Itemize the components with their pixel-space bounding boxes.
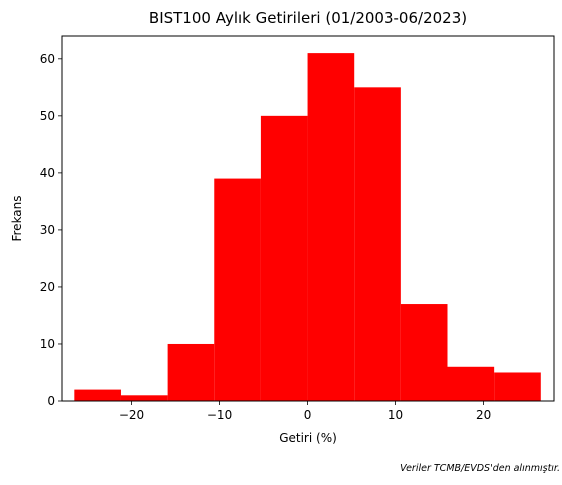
histogram-bar [494,372,541,401]
x-axis: −20 −10 0 10 20 [119,401,491,422]
histogram-bar [120,395,168,401]
y-tick-label: 0 [47,394,55,408]
histogram-bar [74,389,121,401]
chart-title: BIST100 Aylık Getirileri (01/2003-06/202… [149,9,467,27]
histogram-bar [400,304,448,401]
histogram-bar [167,343,215,401]
y-tick-label: 50 [40,109,55,123]
histogram-bar [447,366,495,401]
histogram-bar [214,178,261,401]
y-tick-label: 60 [40,52,55,66]
y-tick-label: 10 [40,337,55,351]
histogram-bar [260,115,308,401]
y-tick-label: 30 [40,223,55,237]
y-axis: 0 10 20 30 40 50 60 [40,52,62,408]
x-tick-label: 0 [304,408,312,422]
y-tick-label: 20 [40,280,55,294]
plot-frame [61,35,555,402]
x-tick-label: −20 [119,408,144,422]
histogram-bar [354,87,401,401]
x-tick-label: −10 [207,408,232,422]
x-axis-label: Getiri (%) [279,431,337,445]
y-tick-label: 40 [40,166,55,180]
histogram-bar [307,53,355,401]
y-axis-label: Frekans [10,195,24,241]
x-tick-label: 10 [388,408,403,422]
source-footnote: Veriler TCMB/EVDS'den alınmıştır. [400,463,560,474]
bars-group [74,53,541,401]
x-tick-label: 20 [476,408,491,422]
